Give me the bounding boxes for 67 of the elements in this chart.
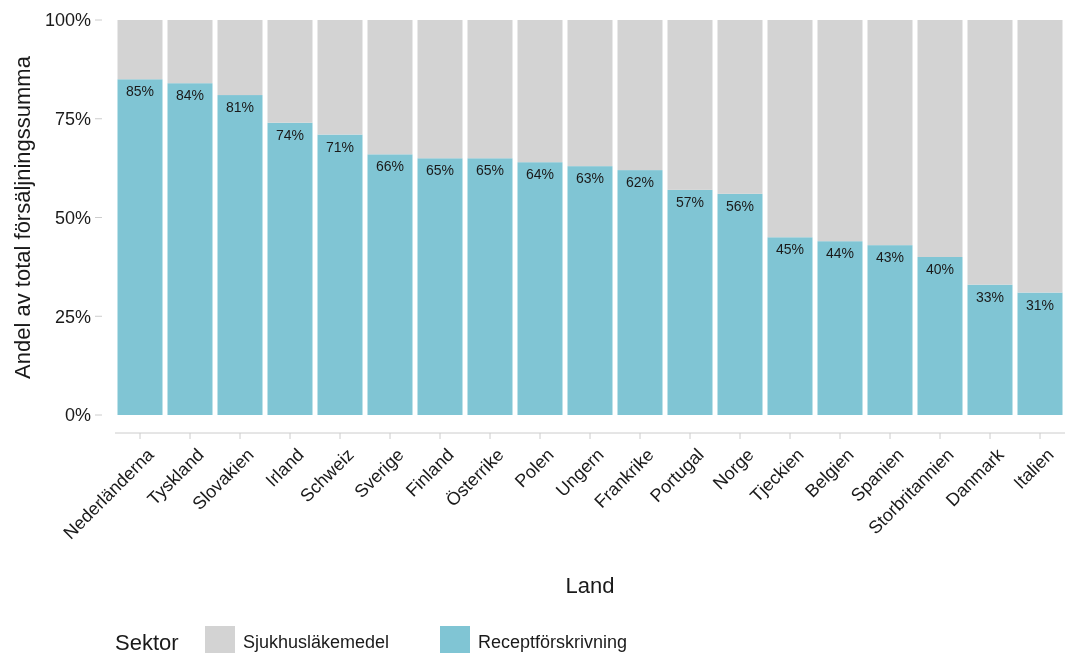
bar	[167, 83, 213, 415]
bar	[317, 134, 363, 415]
bar	[217, 20, 263, 96]
bar	[517, 20, 563, 163]
data-label: 81%	[225, 99, 255, 116]
data-label: 62%	[625, 174, 655, 191]
y-tick-label: 25%	[54, 306, 91, 327]
bar	[867, 245, 913, 415]
data-label: 45%	[775, 241, 805, 258]
bar	[717, 193, 763, 415]
bar	[317, 20, 363, 135]
bar	[117, 79, 163, 415]
legend-label: Receptförskrivning	[478, 632, 628, 653]
bar	[167, 20, 213, 84]
data-label: 43%	[875, 249, 905, 266]
data-label: 56%	[725, 197, 755, 214]
data-label: 85%	[125, 83, 155, 100]
bar	[367, 20, 413, 155]
bar	[567, 20, 613, 167]
data-label: 65%	[475, 162, 505, 179]
bar	[867, 20, 913, 246]
bar	[917, 20, 963, 257]
y-tick-label: 50%	[54, 207, 91, 228]
bar	[217, 95, 263, 415]
bar	[917, 257, 963, 415]
data-label: 31%	[1025, 296, 1055, 313]
bar	[717, 20, 763, 194]
y-axis-title: Andel av total försäljningssumma	[10, 55, 35, 379]
bar	[667, 189, 713, 415]
bar	[817, 241, 863, 415]
x-axis-title: Land	[565, 573, 615, 598]
data-label: 65%	[425, 162, 455, 179]
legend-title: Sektor	[115, 629, 179, 653]
bar	[517, 162, 563, 415]
bar	[467, 158, 513, 415]
bar	[667, 20, 713, 190]
data-label: 84%	[175, 87, 205, 104]
bar	[1017, 20, 1063, 293]
data-label: 40%	[925, 261, 955, 277]
data-label: 64%	[525, 166, 555, 183]
bar	[617, 20, 663, 171]
bar	[617, 170, 663, 415]
bar	[567, 166, 613, 415]
bar	[417, 158, 463, 415]
bar	[367, 154, 413, 415]
bar	[117, 20, 163, 80]
data-label: 33%	[975, 288, 1005, 305]
data-label: 63%	[575, 170, 605, 187]
legend-label: Sjukhusläkemedel	[243, 632, 390, 653]
data-label: 57%	[675, 193, 705, 210]
bar	[467, 20, 513, 159]
bar	[1017, 292, 1063, 415]
y-tick-label: 0%	[64, 405, 91, 426]
bar	[417, 20, 463, 159]
bar	[267, 20, 313, 123]
data-label: 71%	[325, 138, 355, 155]
bar	[267, 122, 313, 415]
y-tick-label: 100%	[44, 10, 91, 31]
data-label: 74%	[275, 126, 305, 143]
bar	[767, 20, 813, 238]
bar	[967, 20, 1013, 285]
bar	[817, 20, 863, 242]
bar	[767, 237, 813, 415]
data-label: 66%	[375, 158, 405, 175]
y-tick-label: 75%	[54, 109, 91, 130]
bar	[967, 284, 1013, 415]
data-label: 44%	[825, 245, 855, 262]
